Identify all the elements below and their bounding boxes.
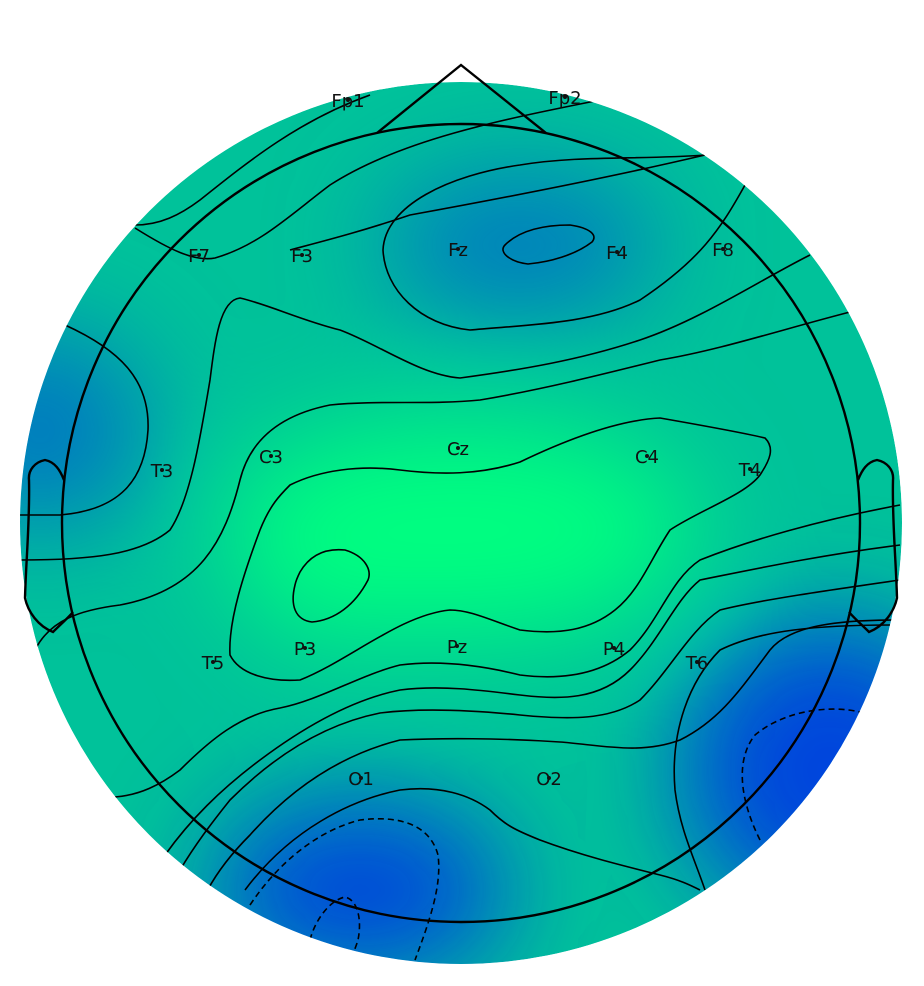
electrode-f7: F7 [188, 246, 210, 267]
electrode-fz: Fz [448, 240, 468, 261]
electrode-dot [645, 454, 649, 458]
electrode-t3: T3 [150, 461, 173, 482]
electrode-dot [615, 250, 619, 254]
electrode-f8: F8 [712, 240, 734, 261]
electrode-t5: T5 [201, 653, 224, 674]
electrode-dot [359, 776, 363, 780]
electrode-label: O2 [536, 769, 562, 790]
electrode-label: T4 [738, 460, 761, 481]
scalp-field [20, 82, 902, 964]
electrode-dot [346, 98, 350, 102]
electrode-dot [197, 253, 201, 257]
electrode-label: F7 [188, 246, 210, 267]
left-ear [23, 458, 74, 634]
electrode-label: C3 [259, 447, 283, 468]
contour-lines [20, 94, 901, 896]
electrode-label: Fp2 [548, 88, 581, 109]
electrode-pz: Pz [447, 637, 467, 658]
electrode-label: P3 [294, 639, 316, 660]
electrode-dot [721, 247, 725, 251]
electrode-label: F4 [606, 243, 628, 264]
electrode-label: C4 [635, 447, 659, 468]
electrode-t6: T6 [685, 653, 708, 674]
electrode-f4: F4 [606, 243, 628, 264]
electrode-label: T6 [685, 653, 708, 674]
electrode-cz: Cz [447, 439, 469, 460]
electrode-markers: Fp1 Fp2 F7 F3 Fz F4 F8 T3 C3 Cz C4 T4 T5 P3 Pz P4 T6 O1 O2 [150, 88, 761, 790]
electrode-p3: P3 [294, 639, 316, 660]
head-outline [23, 63, 899, 924]
electrode-c4: C4 [635, 447, 659, 468]
electrode-label: P4 [603, 639, 625, 660]
electrode-label: F8 [712, 240, 734, 261]
electrode-dot [456, 446, 460, 450]
electrode-dot [269, 454, 273, 458]
nose [376, 63, 547, 134]
electrode-label: T5 [201, 653, 224, 674]
electrode-o2: O2 [536, 769, 562, 790]
electrode-label: F3 [291, 246, 313, 267]
electrode-label: Fp1 [331, 91, 364, 112]
electrode-t4: T4 [738, 460, 761, 481]
electrode-label: T3 [150, 461, 173, 482]
electrode-dot [547, 776, 551, 780]
right-ear [848, 458, 899, 634]
electrode-label: Pz [447, 637, 467, 658]
electrode-dot [748, 467, 752, 471]
electrode-dot [160, 468, 164, 472]
electrode-label: Cz [447, 439, 469, 460]
electrode-dot [612, 646, 616, 650]
electrode-fp1: Fp1 [331, 91, 364, 112]
electrode-dot [456, 247, 460, 251]
electrode-o1: O1 [348, 769, 374, 790]
electrode-dot [563, 95, 567, 99]
electrode-fp2: Fp2 [548, 88, 581, 109]
electrode-f3: F3 [291, 246, 313, 267]
electrode-dot [695, 660, 699, 664]
electrode-label: Fz [448, 240, 468, 261]
electrode-p4: P4 [603, 639, 625, 660]
negative-contours [249, 708, 861, 961]
electrode-label: O1 [348, 769, 374, 790]
electrode-c3: C3 [259, 447, 283, 468]
electrode-dot [300, 253, 304, 257]
electrode-dot [455, 644, 459, 648]
head-circle [60, 122, 862, 924]
electrode-dot [211, 660, 215, 664]
electrode-dot [303, 646, 307, 650]
